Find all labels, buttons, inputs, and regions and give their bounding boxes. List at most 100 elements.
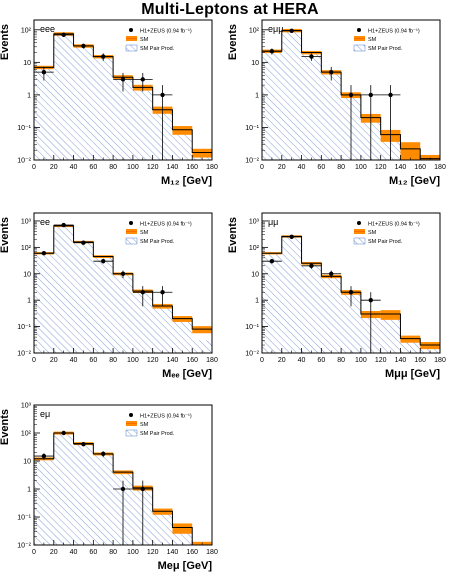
x-tick-label: 120 [375, 357, 387, 364]
panel-eee: 0 20 40 60 80 100 120 140 160 180 10⁻² 10⁻¹ 1 10 10² Ev… [0, 19, 218, 187]
legend-data-label: H1+ZEUS (0.94 fb⁻¹) [368, 29, 420, 35]
plot-area [34, 32, 212, 160]
y-tick-label: 10² [249, 245, 260, 252]
x-tick-label: 40 [298, 357, 306, 364]
x-tick-label: 0 [260, 357, 264, 364]
y-tick-label: 10⁻² [245, 158, 259, 165]
sm-pair-bar [400, 340, 421, 353]
data-point [81, 441, 86, 447]
legend-pair-swatch [353, 237, 366, 245]
data-point [348, 92, 354, 98]
x-axis-label: Meμ [GeV] [158, 560, 213, 572]
data-point [61, 222, 66, 228]
x-tick-label: 120 [375, 164, 387, 171]
y-tick-label: 10³ [249, 218, 260, 225]
channel-label: eee [40, 24, 55, 34]
sm-pair-bar [262, 254, 282, 353]
y-axis-label: Events [0, 409, 11, 445]
x-tick-label: 60 [89, 357, 97, 364]
sm-pair-bar [152, 512, 173, 545]
legend-data-label: H1+ZEUS (0.94 fb⁻¹) [140, 414, 192, 420]
y-tick-label: 10⁻² [17, 158, 31, 165]
x-tick-label: 20 [278, 357, 286, 364]
legend-data-marker [129, 28, 133, 32]
sm-pair-bar [132, 292, 153, 353]
y-tick-label: 10² [21, 27, 32, 34]
legend-data-marker [357, 28, 361, 32]
y-tick-label: 10⁻¹ [245, 125, 259, 132]
sm-pair-bar [53, 34, 74, 160]
x-tick-label: 80 [109, 549, 117, 556]
panel-emu: 0 20 40 60 80 100 120 140 160 180 10⁻² 10⁻¹ 1 10 10² 10… [0, 403, 218, 573]
x-tick-label: 40 [70, 164, 78, 171]
sm-pair-bar [321, 277, 342, 353]
y-tick-label: 10⁻¹ [17, 324, 31, 331]
legend-pair-label: SM Pair Prod. [368, 46, 403, 52]
panel-ee: 0 20 40 60 80 100 120 140 160 180 10⁻² 10⁻¹ 1 10 10² 10… [0, 212, 218, 380]
x-tick-label: 160 [186, 164, 198, 171]
data-point [289, 234, 294, 240]
x-axis-label: M₁₂ [GeV] [161, 175, 212, 187]
y-tick-label: 1 [255, 298, 259, 305]
x-tick-label: 100 [127, 164, 139, 171]
y-tick-label: 1 [255, 92, 259, 99]
y-tick-label: 1 [27, 92, 31, 99]
data-point [140, 486, 145, 492]
sm-pair-bar [73, 46, 94, 160]
sm-pair-bar [281, 236, 302, 353]
sm-pair-bar [281, 30, 302, 160]
y-axis-label: Events [227, 24, 239, 60]
x-axis-label: M₁₂ [GeV] [389, 175, 440, 187]
legend-data-label: H1+ZEUS (0.94 fb⁻¹) [140, 222, 192, 228]
legend-pair-swatch [125, 429, 138, 437]
x-tick-label: 180 [206, 549, 218, 556]
y-tick-label: 1 [27, 487, 31, 494]
x-tick-label: 180 [206, 357, 218, 364]
x-tick-label: 180 [206, 164, 218, 171]
sm-pair-bar [34, 459, 54, 545]
data-point [120, 486, 126, 492]
sm-pair-bar [172, 531, 193, 545]
y-tick-label: 10 [23, 271, 31, 278]
data-point [101, 54, 106, 59]
sm-band [380, 310, 401, 320]
sm-band [172, 126, 193, 135]
sm-pair-bar [113, 274, 133, 353]
legend-pair-swatch [125, 44, 138, 52]
y-tick-label: 10 [251, 60, 259, 67]
x-tick-label: 120 [147, 164, 159, 171]
x-tick-label: 80 [337, 164, 345, 171]
sm-pair-bar [34, 254, 54, 353]
data-point [368, 297, 373, 303]
sm-pair-bar [152, 308, 173, 353]
data-point [160, 290, 165, 295]
y-tick-label: 10 [251, 271, 259, 278]
sm-pair-bar [380, 316, 401, 353]
y-tick-label: 10² [249, 27, 260, 34]
legend-sm-label: SM [140, 230, 149, 236]
legend-data-label: H1+ZEUS (0.94 fb⁻¹) [368, 222, 420, 228]
sm-pair-bar [93, 257, 114, 353]
sm-band [172, 523, 193, 534]
plot-area [34, 430, 212, 545]
data-point [61, 430, 66, 436]
y-tick-label: 10² [21, 431, 32, 438]
legend-sm-label: SM [140, 37, 149, 43]
sm-pair-bar [172, 321, 193, 353]
data-point [101, 258, 106, 264]
sm-band [420, 154, 440, 160]
plot-area [34, 222, 212, 353]
data-point [160, 92, 165, 98]
channel-label: ee [40, 217, 50, 227]
sm-pair-bar [192, 340, 212, 353]
y-tick-label: 10⁻¹ [245, 324, 259, 331]
x-axis-label: Mₑₑ [GeV] [162, 368, 212, 380]
sm-band [420, 342, 440, 350]
x-tick-label: 0 [32, 164, 36, 171]
y-tick-label: 10³ [21, 403, 32, 410]
x-tick-label: 80 [337, 357, 345, 364]
panel-emumu: 0 20 40 60 80 100 120 140 160 180 10⁻² 10⁻¹ 1 10 10² Ev… [227, 19, 446, 187]
x-tick-label: 0 [32, 357, 36, 364]
legend-sm-label: SM [140, 422, 149, 428]
sm-pair-bar [53, 226, 74, 353]
